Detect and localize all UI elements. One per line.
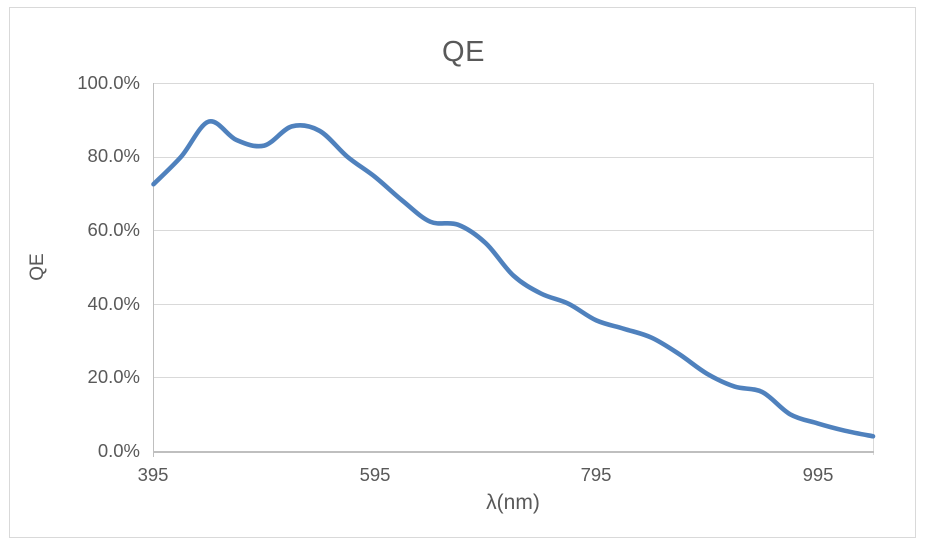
x-tick-label: 595 [359,464,391,485]
gridline-40pct [153,304,874,305]
gridline-100pct [153,83,874,84]
y-tick-label: 40.0% [87,293,140,314]
y-tick-label: 20.0% [87,366,140,387]
y-tick-label: 80.0% [87,145,140,166]
x-axis-title: λ(nm) [486,491,540,514]
y-axis-title: QE [27,253,48,281]
chart-outer-border [9,7,916,538]
x-axis-line [153,451,874,453]
plot-right-border [873,83,874,455]
x-tick-label: 395 [137,464,169,485]
y-tick-label: 60.0% [87,219,140,240]
gridline-20pct [153,377,874,378]
y-tick-label: 100.0% [77,72,140,93]
gridline-60pct [153,230,874,231]
x-tick-label: 795 [580,464,612,485]
gridline-80pct [153,157,874,158]
y-axis-line [153,83,154,457]
x-tick-label: 995 [802,464,834,485]
chart-title: QE [442,36,485,68]
y-tick-label: 0.0% [97,440,140,461]
